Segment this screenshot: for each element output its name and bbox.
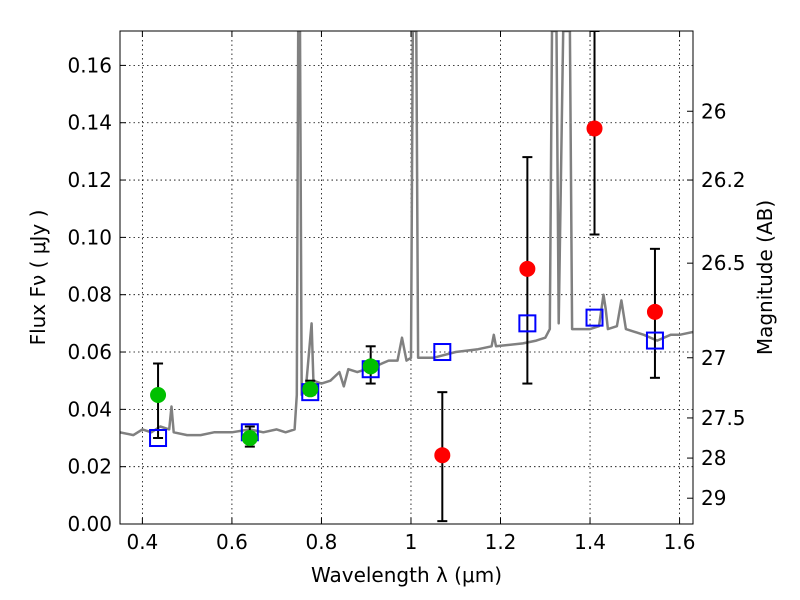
model-square-marker <box>518 314 537 333</box>
y2-tick-label: 26.5 <box>701 251 746 275</box>
data-point-marker <box>519 260 536 277</box>
y2-tick-label: 26 <box>701 99 726 123</box>
axis-ticks <box>120 31 693 525</box>
tick-labels: 0.4 0.6 0.8 1 1.2 1.4 1.6 0.00 0.02 0.04 0.06 0.08 0… <box>67 53 745 554</box>
plot-area <box>120 31 693 523</box>
y-tick-label: 0.08 <box>67 283 112 307</box>
data-point-marker <box>241 430 258 447</box>
model-square-marker <box>149 429 168 448</box>
y-tick-label: 0.00 <box>67 512 112 536</box>
plot-frame <box>119 30 694 525</box>
y-tick-label: 0.04 <box>67 397 112 421</box>
y-tick-label: 0.16 <box>67 53 112 77</box>
y-tick-label: 0.10 <box>67 225 112 249</box>
data-point-marker <box>302 381 319 398</box>
y2-tick-label: 29 <box>701 486 726 510</box>
x-tick-label: 0.6 <box>216 530 248 554</box>
data-point-marker <box>434 447 451 464</box>
grid <box>120 31 693 525</box>
model-square-marker <box>645 331 664 350</box>
y2-tick-label: 27 <box>701 346 726 370</box>
data-point-marker <box>586 120 603 137</box>
model-square-marker <box>433 343 452 362</box>
y-tick-label: 0.14 <box>67 111 112 135</box>
y2-tick-label: 27.5 <box>701 406 746 430</box>
data-point-marker <box>362 358 379 375</box>
y2-tick-label: 26.2 <box>701 168 746 192</box>
spectrum-line <box>120 31 693 437</box>
model-square-marker <box>585 308 604 327</box>
data-point-marker <box>646 303 663 320</box>
x-axis-label: Wavelength λ (μm) <box>311 563 502 587</box>
y-tick-label: 0.06 <box>67 340 112 364</box>
y2-tick-label: 28 <box>701 446 726 470</box>
x-tick-label: 1.2 <box>485 530 517 554</box>
y-tick-label: 0.02 <box>67 455 112 479</box>
x-tick-label: 1.4 <box>574 530 606 554</box>
x-tick-label: 1 <box>405 530 418 554</box>
x-tick-label: 1.6 <box>664 530 696 554</box>
y2-axis-label: Magnitude (AB) <box>753 200 777 355</box>
x-tick-label: 0.8 <box>306 530 338 554</box>
data-point-marker <box>150 387 167 404</box>
x-tick-label: 0.4 <box>126 530 158 554</box>
y-axis-label: Flux Fν ( μJy ) <box>26 210 50 346</box>
y-tick-label: 0.12 <box>67 168 112 192</box>
